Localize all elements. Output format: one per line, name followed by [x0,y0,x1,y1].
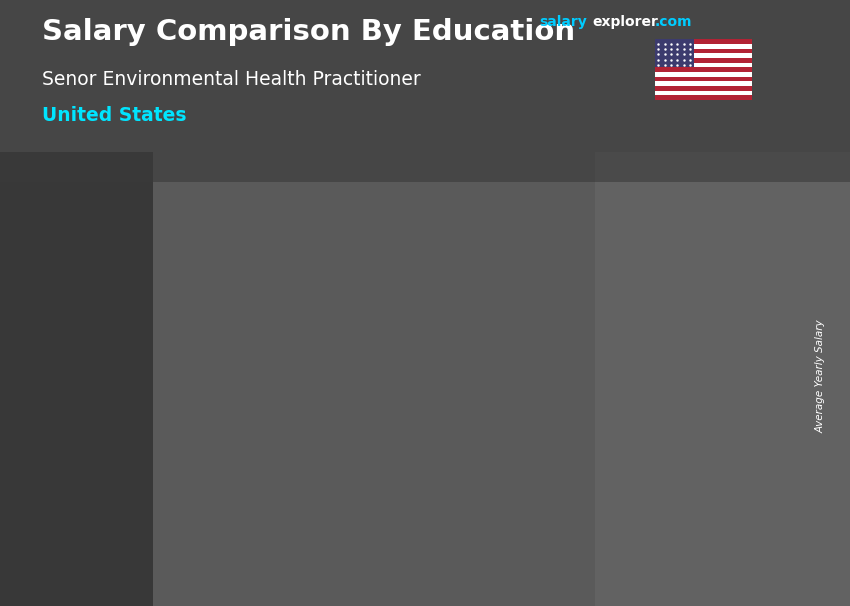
Polygon shape [65,398,87,533]
Bar [654,77,752,81]
Text: +60%: +60% [449,227,530,251]
Bar [654,62,752,67]
Polygon shape [286,368,308,533]
Text: explorer: explorer [592,15,658,29]
Bar [654,53,752,58]
Text: Salary Comparison By Education: Salary Comparison By Education [42,18,575,46]
Bar [654,67,752,72]
Text: Average Yearly Salary: Average Yearly Salary [815,319,825,433]
Bar [308,377,339,533]
Bar [595,152,850,606]
Bar [308,377,450,533]
Bar [539,283,570,533]
Bar [654,91,752,95]
Bar [654,81,752,86]
Polygon shape [65,398,252,407]
Bar [87,407,230,533]
Polygon shape [518,275,539,533]
Bar [654,86,752,91]
Polygon shape [286,368,473,377]
Text: Senor Environmental Health Practitioner: Senor Environmental Health Practitioner [42,70,422,88]
Text: United States: United States [42,106,187,125]
Bar [539,283,683,533]
Bar [0,152,153,606]
Bar [654,95,752,100]
Text: +24%: +24% [223,321,303,345]
Bar [654,39,752,44]
Text: .com: .com [654,15,692,29]
Bar [654,39,694,67]
Text: 246,000 USD: 246,000 USD [563,253,659,268]
Polygon shape [518,275,704,283]
Bar [654,58,752,62]
Text: 124,000 USD: 124,000 USD [72,377,168,392]
Text: salary: salary [540,15,587,29]
Bar [654,48,752,53]
Bar [0,0,850,182]
Bar [87,407,119,533]
Text: 154,000 USD: 154,000 USD [309,347,405,362]
Bar [654,44,752,48]
Bar [654,72,752,77]
